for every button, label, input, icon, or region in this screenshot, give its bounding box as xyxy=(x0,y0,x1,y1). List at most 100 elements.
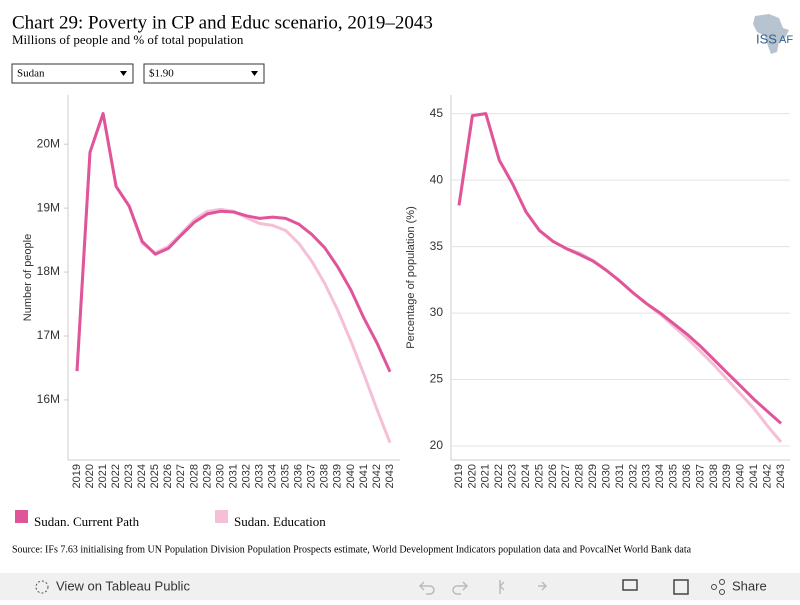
toolbar xyxy=(0,573,800,600)
x-tick-label: 2036 xyxy=(681,464,693,488)
filter[interactable]: $1.90 xyxy=(143,63,265,84)
logo-text: ISS xyxy=(756,31,777,46)
x-tick-label: 2028 xyxy=(574,464,586,488)
x-tick-label: 2033 xyxy=(641,464,653,488)
x-tick-label: 2033 xyxy=(253,464,265,488)
share-icon[interactable] xyxy=(719,589,725,595)
x-tick-label: 2032 xyxy=(627,464,639,488)
x-tick-label: 2023 xyxy=(507,464,519,488)
dropdown-arrow[interactable] xyxy=(120,71,127,76)
y-tick-label: 30 xyxy=(430,305,444,319)
x-tick-label: 2031 xyxy=(614,464,626,488)
x-tick-label: 2037 xyxy=(306,464,318,488)
dropdown-value[interactable]: Sudan xyxy=(17,68,45,80)
dropdown-value[interactable]: $1.90 xyxy=(149,68,174,80)
x-tick-label: 2035 xyxy=(668,464,680,488)
x-tick-label: 2026 xyxy=(547,464,559,488)
x-tick-label: 2042 xyxy=(371,464,383,488)
subtitle: Millions of people and % of total popula… xyxy=(12,32,244,47)
x-tick-label: 2041 xyxy=(358,464,370,488)
x-tick-label: 2031 xyxy=(227,464,239,488)
x-tick-label: 2027 xyxy=(175,464,187,488)
x-tick-label: 2027 xyxy=(560,464,572,488)
legend-swatch xyxy=(15,510,28,523)
x-tick-label: 2040 xyxy=(735,464,747,488)
x-tick-label: 2021 xyxy=(97,464,109,488)
share-icon[interactable] xyxy=(719,579,725,585)
filter[interactable]: Sudan xyxy=(11,63,134,84)
dropdown-box[interactable] xyxy=(11,63,134,84)
undo-icon[interactable] xyxy=(418,581,435,595)
logo-suffix: AF xyxy=(779,34,793,46)
view-button[interactable]: View on Tableau Public xyxy=(35,578,190,594)
logo-map xyxy=(753,14,789,54)
series-line xyxy=(457,112,783,443)
y-tick-label: 25 xyxy=(430,372,444,386)
y-tick-label: 20M xyxy=(37,136,60,150)
x-tick-label: 2040 xyxy=(345,464,357,488)
redo-icon[interactable] xyxy=(452,581,469,595)
legend-label: Sudan. Current Path xyxy=(34,514,140,529)
legend: Sudan. Current Path Sudan. Education xyxy=(15,510,326,529)
view-link[interactable]: View on Tableau Public xyxy=(56,578,190,593)
chart: 20 25 30 35 40 45 Percentage of population (%)… xyxy=(405,95,790,488)
x-tick-label: 2022 xyxy=(110,464,122,488)
y-tick-label: 16M xyxy=(37,392,60,406)
refresh-icon[interactable] xyxy=(538,581,548,591)
x-tick-label: 2024 xyxy=(136,464,148,488)
y-tick-label: 40 xyxy=(430,172,444,186)
x-tick-label: 2043 xyxy=(384,464,396,488)
x-tick-label: 2039 xyxy=(332,464,344,488)
tableau-icon[interactable] xyxy=(35,580,49,594)
y-axis-title: Percentage of population (%) xyxy=(405,206,417,348)
series-line xyxy=(75,112,392,373)
legend-swatch xyxy=(215,510,228,523)
share-icon[interactable] xyxy=(711,584,717,590)
y-tick-label: 17M xyxy=(37,328,60,342)
y-tick-label: 19M xyxy=(37,200,60,214)
y-tick-label: 20 xyxy=(430,438,444,452)
x-tick-label: 2025 xyxy=(149,464,161,488)
share-link[interactable]: Share xyxy=(732,578,767,593)
share-button[interactable]: Share xyxy=(711,578,767,595)
x-tick-label: 2019 xyxy=(71,464,83,488)
logo: ISS AF xyxy=(753,14,793,54)
source: Source: IFs 7.63 initialising from UN Po… xyxy=(12,544,692,555)
x-tick-label: 2036 xyxy=(293,464,305,488)
x-tick-label: 2024 xyxy=(520,464,532,488)
x-tick-label: 2035 xyxy=(280,464,292,488)
toolbar-icons xyxy=(418,579,689,595)
x-tick-label: 2041 xyxy=(748,464,760,488)
dropdown-arrow[interactable] xyxy=(251,71,258,76)
x-tick-label: 2034 xyxy=(654,464,666,488)
x-tick-label: 2030 xyxy=(600,464,612,488)
x-tick-label: 2020 xyxy=(466,464,478,488)
revert-icon[interactable] xyxy=(498,580,505,594)
x-tick-label: 2019 xyxy=(453,464,465,488)
x-tick-label: 2043 xyxy=(775,464,787,488)
x-tick-label: 2029 xyxy=(201,464,213,488)
x-tick-label: 2020 xyxy=(84,464,96,488)
x-tick-label: 2028 xyxy=(188,464,200,488)
y-tick-label: 18M xyxy=(37,264,60,278)
x-tick-label: 2038 xyxy=(319,464,331,488)
download-icon[interactable] xyxy=(622,579,638,591)
x-tick-label: 2023 xyxy=(123,464,135,488)
dropdown-box[interactable] xyxy=(143,63,265,84)
x-tick-label: 2038 xyxy=(708,464,720,488)
series-line xyxy=(457,112,782,425)
fullscreen-icon[interactable] xyxy=(673,579,689,595)
y-axis-title: Number of people xyxy=(22,234,34,321)
x-tick-label: 2032 xyxy=(240,464,252,488)
x-tick-label: 2030 xyxy=(214,464,226,488)
x-tick-label: 2029 xyxy=(587,464,599,488)
x-tick-label: 2021 xyxy=(480,464,492,488)
x-tick-label: 2022 xyxy=(493,464,505,488)
y-tick-label: 35 xyxy=(430,239,444,253)
x-tick-label: 2037 xyxy=(694,464,706,488)
x-tick-label: 2034 xyxy=(267,464,279,488)
x-tick-label: 2026 xyxy=(162,464,174,488)
y-tick-label: 45 xyxy=(430,106,444,120)
